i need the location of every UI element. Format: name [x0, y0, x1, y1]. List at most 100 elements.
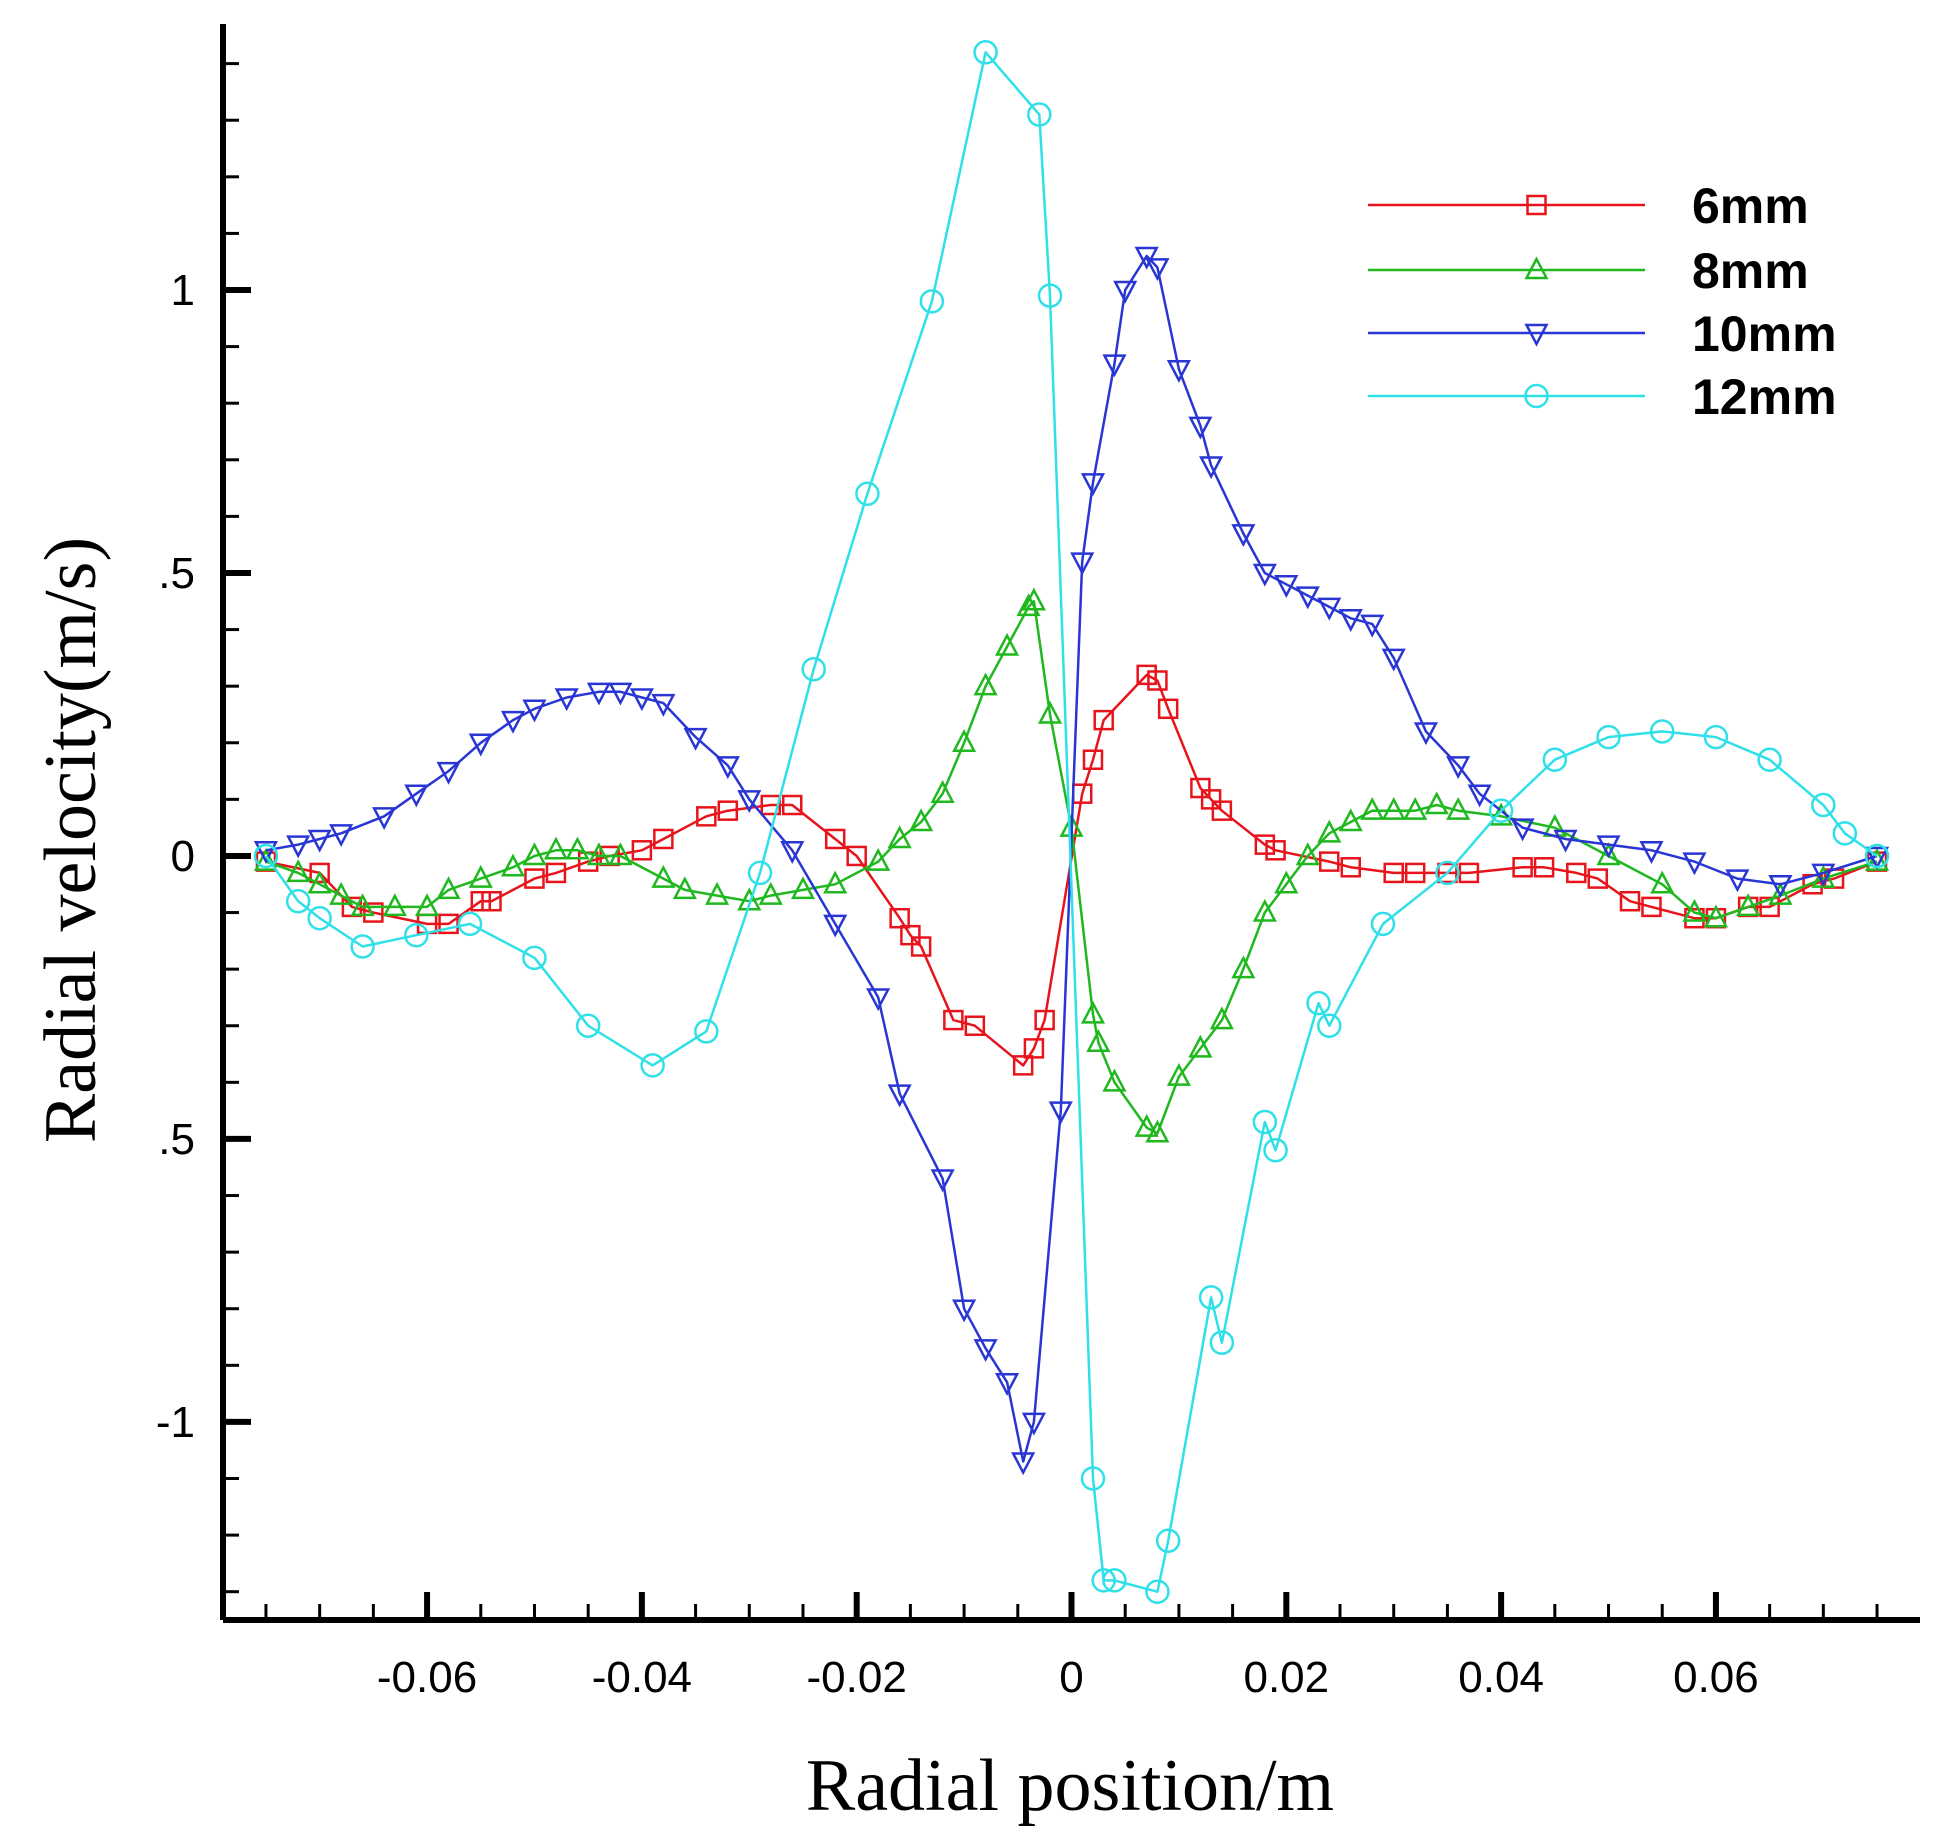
data-point-10mm: [1768, 875, 1793, 898]
data-point-6mm: [910, 936, 932, 957]
data-point-10mm: [404, 784, 429, 808]
data-point-8mm: [651, 864, 676, 888]
data-point-12mm: [1435, 860, 1460, 886]
data-point-8mm: [1682, 898, 1707, 922]
data-point-12mm: [1263, 1138, 1288, 1163]
data-point-8mm: [1086, 1029, 1111, 1052]
data-point-6mm: [1157, 698, 1179, 720]
data-point-6mm: [1437, 862, 1458, 884]
series-12mm: [253, 40, 1890, 1604]
data-point-6mm: [1340, 857, 1362, 878]
data-point-6mm: [1404, 862, 1426, 884]
data-point-6mm: [824, 828, 846, 850]
data-point-10mm: [715, 756, 740, 780]
data-point-10mm: [866, 988, 891, 1012]
series-line-6mm: [265, 673, 1878, 1067]
data-point-6mm: [309, 862, 330, 884]
data-point-8mm: [1295, 842, 1320, 866]
data-point-10mm: [608, 682, 633, 706]
data-point-10mm: [253, 841, 279, 864]
data-point-12mm: [1306, 990, 1331, 1016]
data-point-10mm: [1317, 597, 1342, 621]
legend-label: 10mm: [1692, 306, 1837, 362]
data-point-10mm: [1048, 1101, 1073, 1125]
axes-layer: -0.06 -0.04 -0.02 0 0.02 0.04 0.06 1 .5 0 .5 -1: [156, 24, 1920, 1702]
data-point-10mm: [500, 710, 526, 734]
data-point-8mm: [1021, 587, 1046, 611]
data-point-6mm: [1211, 800, 1233, 821]
data-point-6mm: [1034, 1009, 1055, 1031]
data-point-10mm: [1596, 835, 1621, 859]
data-point-12mm: [1649, 719, 1675, 744]
data-point-10mm: [329, 824, 354, 848]
data-point-8mm: [522, 842, 547, 866]
data-point-10mm: [629, 688, 654, 712]
data-point-8mm: [1037, 700, 1063, 724]
data-point-6mm: [653, 828, 674, 850]
data-point-6mm: [1458, 862, 1480, 884]
data-point-10mm: [1295, 586, 1320, 610]
data-point-12mm: [1145, 1579, 1170, 1604]
data-point-8mm: [1703, 904, 1729, 928]
data-point-12mm: [575, 1013, 601, 1038]
y-tick-label: .5: [158, 1115, 195, 1164]
data-point-8mm: [790, 876, 816, 900]
data-point-8mm: [672, 876, 697, 900]
data-point-10mm: [1199, 456, 1224, 480]
data-point-8mm: [1381, 796, 1406, 820]
data-point-10mm: [1166, 359, 1191, 383]
data-point-10mm: [286, 835, 311, 859]
data-point-12mm: [457, 911, 483, 937]
data-point-6mm: [1082, 749, 1104, 770]
data-point-6mm: [781, 794, 803, 816]
data-point-6mm: [1587, 868, 1609, 889]
x-tick-label: 0.06: [1673, 1653, 1759, 1702]
data-point-8mm: [1317, 819, 1342, 843]
legend-marker: [1526, 194, 1547, 216]
data-point-8mm: [994, 632, 1020, 656]
x-tick-label: -0.06: [377, 1653, 477, 1702]
series-line-8mm: [265, 600, 1878, 1135]
data-point-6mm: [1200, 789, 1222, 810]
data-point-10mm: [586, 682, 611, 706]
data-point-10mm: [468, 733, 493, 757]
data-point-8mm: [468, 864, 493, 888]
legend-item-12mm: 12mm: [1368, 369, 1837, 425]
legend-item-6mm: 6mm: [1368, 178, 1809, 234]
data-point-8mm: [1596, 842, 1621, 866]
series-layer: [253, 40, 1890, 1604]
data-point-12mm: [1027, 102, 1052, 127]
series-10mm: [253, 246, 1890, 1476]
data-point-12mm: [285, 888, 311, 914]
legend-marker: [1524, 256, 1549, 280]
data-point-6mm: [1759, 896, 1780, 918]
data-point-10mm: [930, 1169, 955, 1193]
data-point-10mm: [1102, 354, 1127, 378]
data-point-10mm: [1413, 722, 1439, 746]
data-point-10mm: [1145, 258, 1170, 282]
data-point-12mm: [1155, 1528, 1181, 1554]
data-point-8mm: [436, 876, 461, 900]
y-tick-label: .5: [158, 549, 195, 598]
data-point-10mm: [1274, 575, 1299, 598]
data-point-8mm: [973, 672, 998, 696]
legend-marker: [1524, 383, 1549, 409]
data-point-10mm: [1864, 846, 1890, 870]
x-tick-label: -0.02: [807, 1653, 907, 1702]
data-point-10mm: [1252, 563, 1277, 587]
data-point-6mm: [889, 907, 910, 929]
data-point-8mm: [1338, 808, 1363, 832]
data-point-8mm: [1252, 898, 1277, 922]
data-point-6mm: [1319, 851, 1340, 872]
data-point-6mm: [1619, 890, 1641, 912]
data-point-8mm: [887, 825, 912, 849]
series-6mm: [255, 664, 1888, 1076]
data-point-10mm: [522, 699, 547, 723]
data-point-12mm: [1596, 724, 1621, 750]
data-point-6mm: [1641, 896, 1662, 918]
data-point-10mm: [973, 1339, 998, 1363]
data-point-6mm: [1147, 670, 1168, 691]
data-point-12mm: [404, 922, 429, 948]
data-point-10mm: [1360, 614, 1385, 638]
